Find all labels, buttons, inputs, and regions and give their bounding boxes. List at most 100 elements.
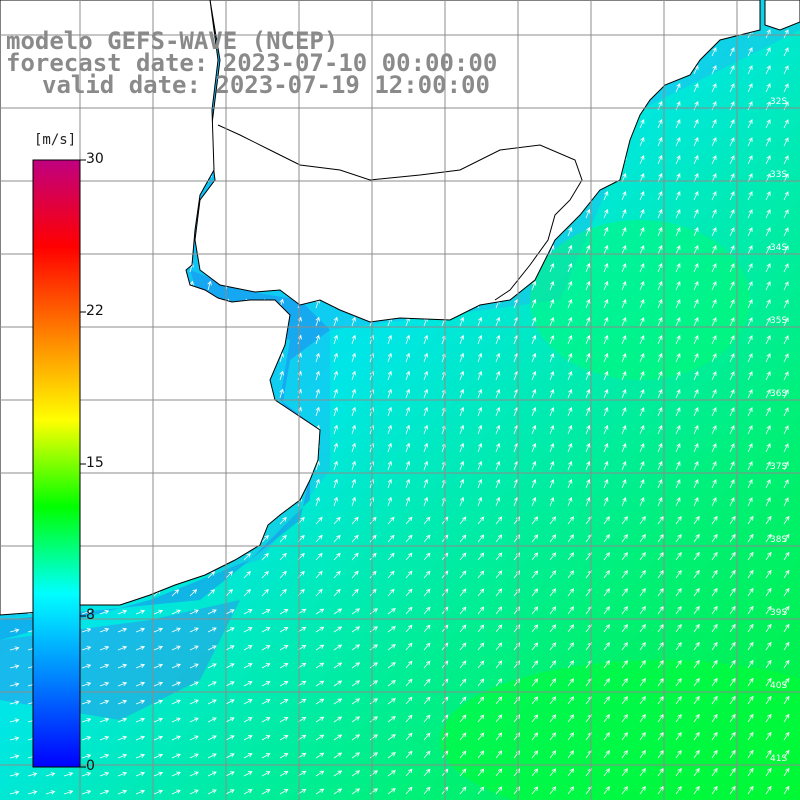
wind-arrow	[477, 624, 485, 633]
wind-arrow	[243, 627, 253, 633]
wind-arrow	[747, 461, 753, 471]
wind-arrow	[135, 717, 146, 723]
wind-arrow	[423, 696, 431, 705]
wind-arrow	[459, 460, 465, 471]
wind-arrow	[567, 768, 575, 777]
wind-arrow	[279, 771, 289, 777]
wind-arrow	[639, 389, 645, 399]
wind-arrow	[189, 627, 199, 633]
wind-arrow	[693, 263, 699, 273]
wind-arrow	[783, 785, 790, 795]
wind-arrow	[783, 605, 790, 615]
wind-arrow	[279, 570, 287, 579]
wind-arrow	[621, 461, 627, 471]
wind-arrow	[99, 717, 110, 723]
wind-arrow	[639, 642, 646, 651]
wind-arrow	[711, 317, 717, 327]
wind-arrow	[621, 768, 628, 777]
wind-arrow	[711, 425, 717, 435]
wind-arrow	[657, 461, 663, 471]
wind-arrow	[567, 606, 575, 615]
wind-arrow	[531, 714, 539, 723]
wind-arrow	[711, 407, 717, 417]
wind-arrow	[387, 716, 396, 723]
wind-arrow	[477, 442, 483, 453]
wind-arrow	[387, 644, 396, 651]
wind-arrow	[639, 750, 646, 759]
wind-arrow	[657, 534, 664, 543]
wind-arrow	[405, 768, 413, 777]
wind-arrow	[531, 642, 539, 651]
wind-arrow	[333, 716, 343, 723]
wind-arrow	[225, 699, 235, 705]
wind-arrow	[549, 750, 557, 759]
wind-arrow	[171, 771, 181, 777]
wind-arrow	[585, 280, 591, 291]
wind-arrow	[531, 334, 537, 345]
wind-arrow	[315, 770, 325, 777]
wind-arrow	[693, 353, 699, 363]
wind-arrow	[531, 388, 537, 399]
wind-arrow	[585, 388, 591, 399]
wind-arrow	[549, 478, 555, 489]
wind-arrow	[657, 209, 663, 219]
wind-arrow	[243, 771, 253, 777]
wind-arrow	[657, 588, 664, 597]
wind-arrow	[423, 424, 429, 435]
wind-arrow	[189, 717, 199, 723]
wind-arrow	[459, 768, 467, 777]
wind-arrow	[315, 334, 320, 345]
wind-arrow	[729, 695, 736, 705]
wind-arrow	[657, 768, 664, 777]
wind-arrow	[603, 442, 609, 453]
wind-arrow	[657, 353, 663, 363]
wind-arrow	[747, 785, 754, 795]
wind-arrow	[603, 334, 609, 345]
latitude-label: 36S	[770, 389, 787, 399]
wind-arrow	[675, 534, 682, 543]
wind-arrow	[549, 424, 555, 435]
wind-arrow	[675, 281, 681, 291]
wind-arrow	[585, 352, 591, 363]
wind-arrow	[351, 334, 356, 345]
wind-arrow	[747, 425, 753, 435]
wind-arrow	[711, 497, 717, 507]
wind-arrow	[495, 750, 503, 759]
wind-arrow	[657, 732, 664, 741]
wind-arrow	[621, 570, 628, 579]
wind-arrow	[639, 443, 645, 453]
wind-arrow	[747, 155, 753, 165]
wind-arrow	[279, 753, 289, 759]
wind-arrow	[585, 460, 591, 471]
wind-arrow	[711, 461, 717, 471]
wind-arrow	[477, 768, 485, 777]
wind-arrow	[189, 609, 199, 615]
wind-arrow	[567, 660, 575, 669]
wind-arrow	[243, 589, 251, 597]
wind-arrow	[639, 209, 645, 219]
wind-arrow	[477, 714, 485, 723]
wind-arrow	[171, 699, 181, 705]
wind-arrow	[585, 298, 591, 309]
wind-arrow	[729, 299, 735, 309]
wind-arrow	[621, 443, 627, 453]
wind-arrow	[711, 299, 717, 309]
wind-arrow	[117, 627, 128, 633]
wind-arrow	[747, 641, 754, 651]
wind-arrow	[279, 370, 284, 381]
wind-arrow	[729, 731, 736, 741]
wind-arrow	[603, 244, 609, 255]
wind-arrow	[279, 663, 289, 669]
wind-arrow	[495, 552, 503, 561]
wind-arrow	[207, 627, 217, 633]
wind-arrow	[765, 407, 771, 417]
wind-arrow	[333, 424, 338, 435]
wind-arrow	[351, 608, 361, 615]
wind-arrow	[351, 370, 356, 381]
wind-arrow	[135, 789, 146, 795]
wind-arrow	[243, 699, 253, 705]
wind-arrow	[495, 460, 501, 471]
wind-arrow	[639, 299, 645, 309]
wind-arrow	[333, 588, 341, 597]
wind-arrow	[639, 732, 646, 741]
